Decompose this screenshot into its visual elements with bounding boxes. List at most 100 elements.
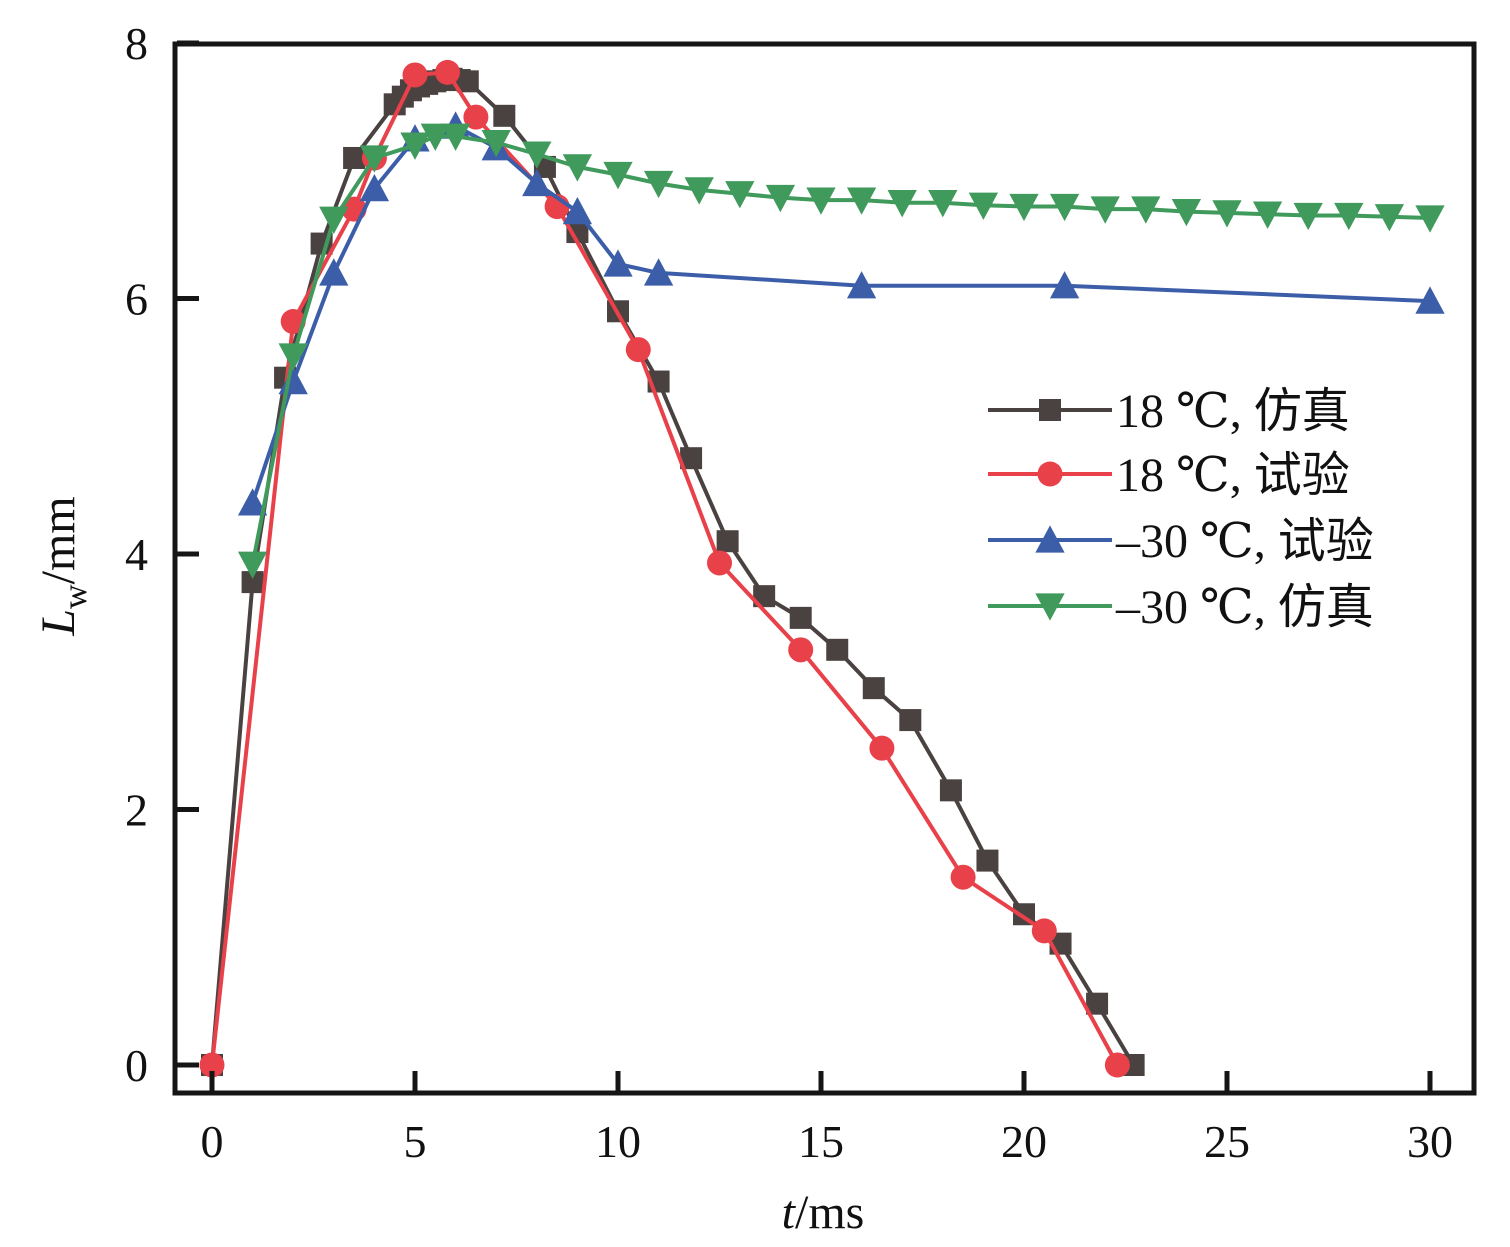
data-point [753,585,776,608]
series-4 [237,123,1445,579]
data-point [359,145,390,173]
data-point [319,206,349,234]
data-point [887,190,917,218]
data-point [1293,202,1323,231]
data-point [899,709,922,732]
data-point [862,677,885,700]
data-point [643,258,674,286]
data-point [278,343,308,371]
data-point [1252,201,1283,229]
data-point [846,187,877,215]
data-point [456,70,479,93]
legend-item: –30 ℃, 试验 [988,515,1374,568]
legend-label: 18 ℃, 仿真 [1116,385,1350,438]
x-axis-title: t/ms [782,1186,865,1239]
y-tick-label: 8 [125,18,148,69]
data-point [1049,271,1080,299]
series-2 [199,59,1130,1078]
legend-label: 18 ℃, 试验 [1116,449,1350,502]
y-axis-title-unit: /mm [32,496,85,584]
data-point [481,129,511,158]
x-tick-label: 20 [1001,1116,1047,1167]
legend-label: –30 ℃, 仿真 [1115,581,1374,634]
legend-item: 18 ℃, 仿真 [988,385,1350,438]
data-point [562,196,593,225]
data-point [1009,193,1039,222]
data-point [402,62,428,88]
legend-marker [1037,461,1063,487]
ticks-layer: 0 5 10 15 20 25 30 0 2 4 6 8 [125,18,1453,1167]
x-tick-label: 10 [595,1116,641,1167]
data-point [869,735,895,761]
data-point [1104,1052,1130,1078]
data-point [939,779,962,802]
legend: 18 ℃, 仿真 18 ℃, 试验 –30 ℃, 试验 –30 ℃, 仿真 [988,385,1374,634]
x-tick-label: 15 [798,1116,844,1167]
data-point [1031,918,1057,944]
data-point [1415,286,1445,314]
series-line [250,124,1431,504]
data-point [846,271,877,299]
data-point [493,104,516,127]
data-point [725,181,755,209]
plot-frame [172,41,1477,1096]
y-axis-title-sub: w [57,584,94,609]
data-point [359,173,390,202]
data-point [976,849,999,872]
series-layer [199,59,1445,1078]
data-point [625,337,651,363]
data-point [680,447,703,470]
data-point [566,221,589,244]
data-point [765,184,796,213]
y-tick-label: 6 [125,274,148,325]
data-point [716,530,739,553]
data-point [788,637,814,663]
x-tick-label: 30 [1407,1116,1453,1167]
data-point [789,606,812,629]
legend-marker [1039,399,1061,421]
data-point [826,638,849,661]
data-point [440,123,471,151]
data-point [1374,204,1405,232]
data-point [1171,198,1202,227]
x-tick-label: 25 [1204,1116,1250,1167]
data-point [1334,202,1364,231]
data-point [968,192,999,220]
y-axis-title: Lw/mm [32,496,94,636]
data-point [603,161,633,190]
x-tick-label: 5 [404,1116,427,1167]
y-tick-label: 4 [125,529,148,580]
data-point [434,59,460,85]
data-point [950,864,976,890]
data-point [1049,193,1080,222]
y-axis-title-var: L [32,609,85,637]
data-point [522,168,552,197]
data-point [1212,200,1242,228]
data-point [1086,992,1109,1015]
data-point [1415,205,1445,233]
x-axis-title-var: t [782,1186,797,1239]
data-point [643,170,674,199]
data-point [237,551,268,579]
data-point [420,123,450,151]
y-tick-label: 2 [125,785,148,836]
legend-marker [1035,525,1065,553]
data-point [684,177,714,205]
data-point [603,249,633,277]
data-point [463,104,489,130]
data-point [343,146,366,169]
legend-marker [1035,593,1065,621]
data-point [241,571,264,594]
data-point [562,154,593,182]
legend-label: –30 ℃, 试验 [1115,515,1374,568]
data-point [707,550,732,576]
data-point [400,132,430,160]
legend-item: 18 ℃, 试验 [988,449,1350,502]
data-point [199,1052,225,1078]
data-point [928,190,958,218]
legend-item: –30 ℃, 仿真 [988,581,1374,634]
data-point [1090,196,1120,224]
data-point [1131,196,1161,224]
x-tick-label: 0 [201,1116,224,1167]
